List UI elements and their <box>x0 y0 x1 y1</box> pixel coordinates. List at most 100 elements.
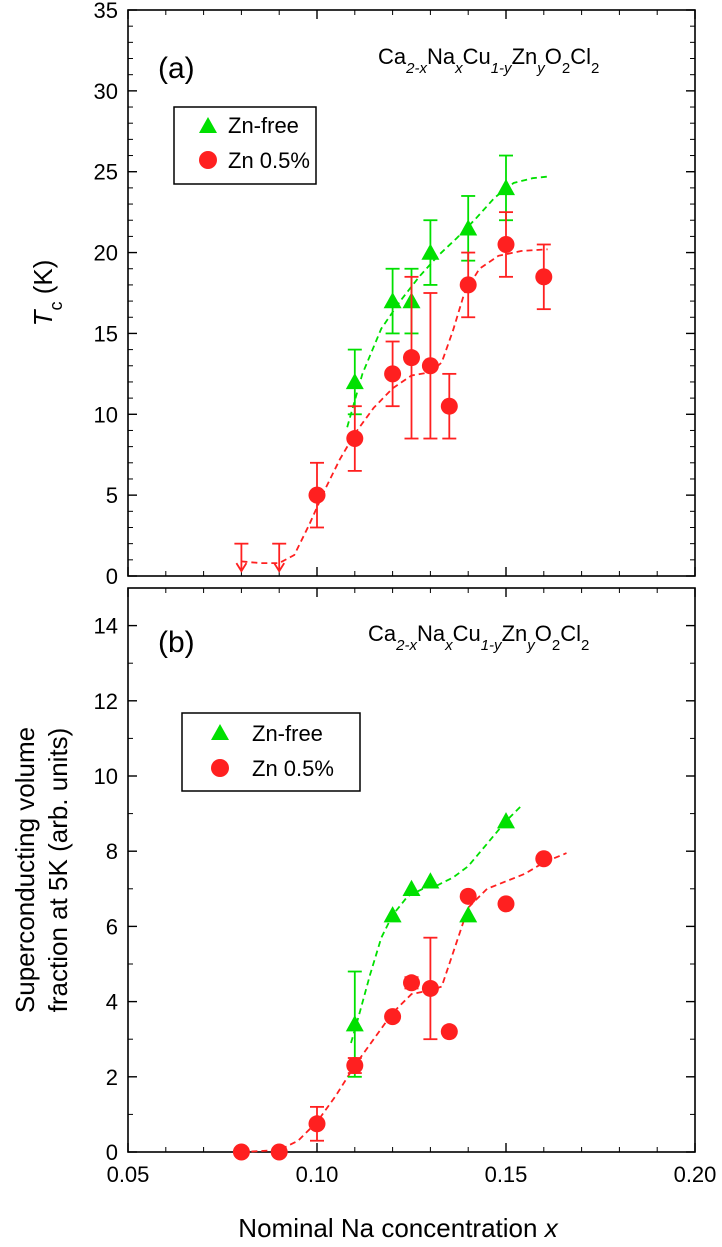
plot-b-frame <box>127 587 696 1153</box>
formula-part: 1-y <box>491 60 513 77</box>
b-point-zn-free <box>459 906 478 923</box>
b-y-tick-label: 10 <box>94 764 118 789</box>
a-y-tick-label: 20 <box>94 241 118 266</box>
a-upper-limit-arrow <box>273 562 285 573</box>
a-y-tick-label: 30 <box>94 79 118 104</box>
b-point-zn-05 <box>346 1057 364 1075</box>
x-axis-title: Nominal Na concentration x <box>238 1213 558 1243</box>
b-axis-ticks: 0 2 4 6 8 10 12 14 0.05 0.10 0.15 0.20 <box>94 588 717 1187</box>
formula-part: y <box>536 60 546 77</box>
formula-part: Zn <box>512 44 538 69</box>
x-tick-label: 0.15 <box>485 1162 528 1187</box>
x-tick-label: 0.10 <box>296 1162 339 1187</box>
panel-b-label: (b) <box>158 626 195 659</box>
b-point-zn-free <box>383 906 402 923</box>
a-point-zn-05 <box>384 365 402 383</box>
b-data-marks <box>232 812 553 1161</box>
b-point-zn-free <box>421 872 440 889</box>
plot-a-frame <box>127 9 696 577</box>
a-point-zn-05 <box>459 276 477 294</box>
b-y-tick-label: 14 <box>94 614 118 639</box>
b-trend-zn-05 <box>241 852 567 1153</box>
a-trend-lines <box>241 175 548 564</box>
b-trend-zn-free <box>350 805 522 1044</box>
a-y-tick-label: 35 <box>94 0 118 23</box>
a-data-marks <box>234 154 553 573</box>
x-tick-label: 0.05 <box>107 1162 150 1187</box>
b-point-zn-free <box>402 879 421 896</box>
a-point-zn-free <box>421 243 440 260</box>
a-point-zn-free <box>497 178 515 196</box>
b-point-zn-05 <box>403 974 420 992</box>
panel-b-y-axis-title-line1: Superconducting volume <box>10 727 40 1013</box>
a-point-zn-05 <box>535 268 553 286</box>
a-point-zn-05 <box>421 357 439 375</box>
a-y-tick-label: 5 <box>106 483 118 508</box>
b-y-tick-label: 8 <box>106 839 118 864</box>
b-point-zn-05 <box>497 895 515 913</box>
b-legend-triangle-marker <box>211 724 229 740</box>
formula-part: Cl <box>560 621 581 646</box>
formula-part: Zn <box>502 621 528 646</box>
b-point-zn-05 <box>270 1143 288 1161</box>
ylabel-unit: (K) <box>28 260 58 302</box>
b-point-zn-05 <box>232 1143 250 1161</box>
b-y-tick-label: 2 <box>106 1065 118 1090</box>
formula-part: O <box>535 621 552 646</box>
a-point-zn-05 <box>346 430 364 448</box>
b-legend-circle-marker <box>211 759 229 777</box>
formula-part: 2 <box>552 637 560 654</box>
b-y-tick-label: 6 <box>106 914 118 939</box>
a-point-zn-free <box>459 219 478 236</box>
b-y-tick-label: 4 <box>106 990 118 1015</box>
xlabel-text: Nominal Na concentration <box>238 1213 544 1243</box>
formula-part: 2 <box>581 637 589 654</box>
formula-part: Ca <box>368 621 397 646</box>
formula-part: Ca <box>378 44 407 69</box>
formula-part: 2-x <box>395 637 417 654</box>
formula-part: y <box>526 637 536 654</box>
b-legend-zn-05: Zn 0.5% <box>252 756 334 781</box>
panel-a-y-axis-title: Tc (K) <box>28 260 66 327</box>
a-legend-circle-marker <box>199 151 217 169</box>
a-y-tick-label: 10 <box>94 402 118 427</box>
formula-part: Cu <box>453 621 481 646</box>
a-point-zn-05 <box>440 397 458 415</box>
formula-part: 2 <box>562 60 570 77</box>
panel-a-label: (a) <box>158 52 195 85</box>
formula-part: Na <box>417 621 446 646</box>
a-point-zn-05 <box>403 349 420 367</box>
b-point-zn-free <box>497 812 515 829</box>
ylabel-symbol: T <box>28 308 58 326</box>
panel-b-formula: Ca2-xNaxCu1-yZnyO2Cl2 <box>368 621 589 654</box>
formula-part: x <box>444 637 453 654</box>
b-point-zn-05 <box>308 1115 326 1133</box>
x-tick-label: 0.20 <box>674 1162 717 1187</box>
a-legend-zn-05: Zn 0.5% <box>228 148 310 173</box>
a-point-zn-free <box>345 372 364 390</box>
a-point-zn-05 <box>497 235 515 253</box>
xlabel-variable: x <box>543 1213 559 1243</box>
a-y-tick-label: 15 <box>94 321 118 346</box>
formula-part: Cu <box>463 44 491 69</box>
b-point-zn-05 <box>535 850 553 868</box>
panel-b-y-axis-title-line2: fraction at 5K (arb. units) <box>43 728 73 1013</box>
a-trend-zn-05 <box>241 248 548 564</box>
formula-part: O <box>545 44 562 69</box>
b-point-zn-free <box>345 1015 364 1032</box>
b-y-tick-label: 0 <box>106 1140 118 1165</box>
formula-part: Na <box>427 44 456 69</box>
a-legend-triangle-marker <box>199 117 217 133</box>
a-trend-zn-free <box>346 175 548 428</box>
b-point-zn-05 <box>421 979 439 997</box>
a-legend: Zn-free Zn 0.5% <box>173 106 317 185</box>
formula-part: 2-x <box>405 60 427 77</box>
formula-part: 1-y <box>481 637 503 654</box>
a-y-tick-label: 25 <box>94 160 118 185</box>
a-upper-limit-arrow <box>235 562 248 573</box>
a-y-tick-label: 0 <box>106 564 118 589</box>
b-point-zn-05 <box>384 1008 402 1026</box>
